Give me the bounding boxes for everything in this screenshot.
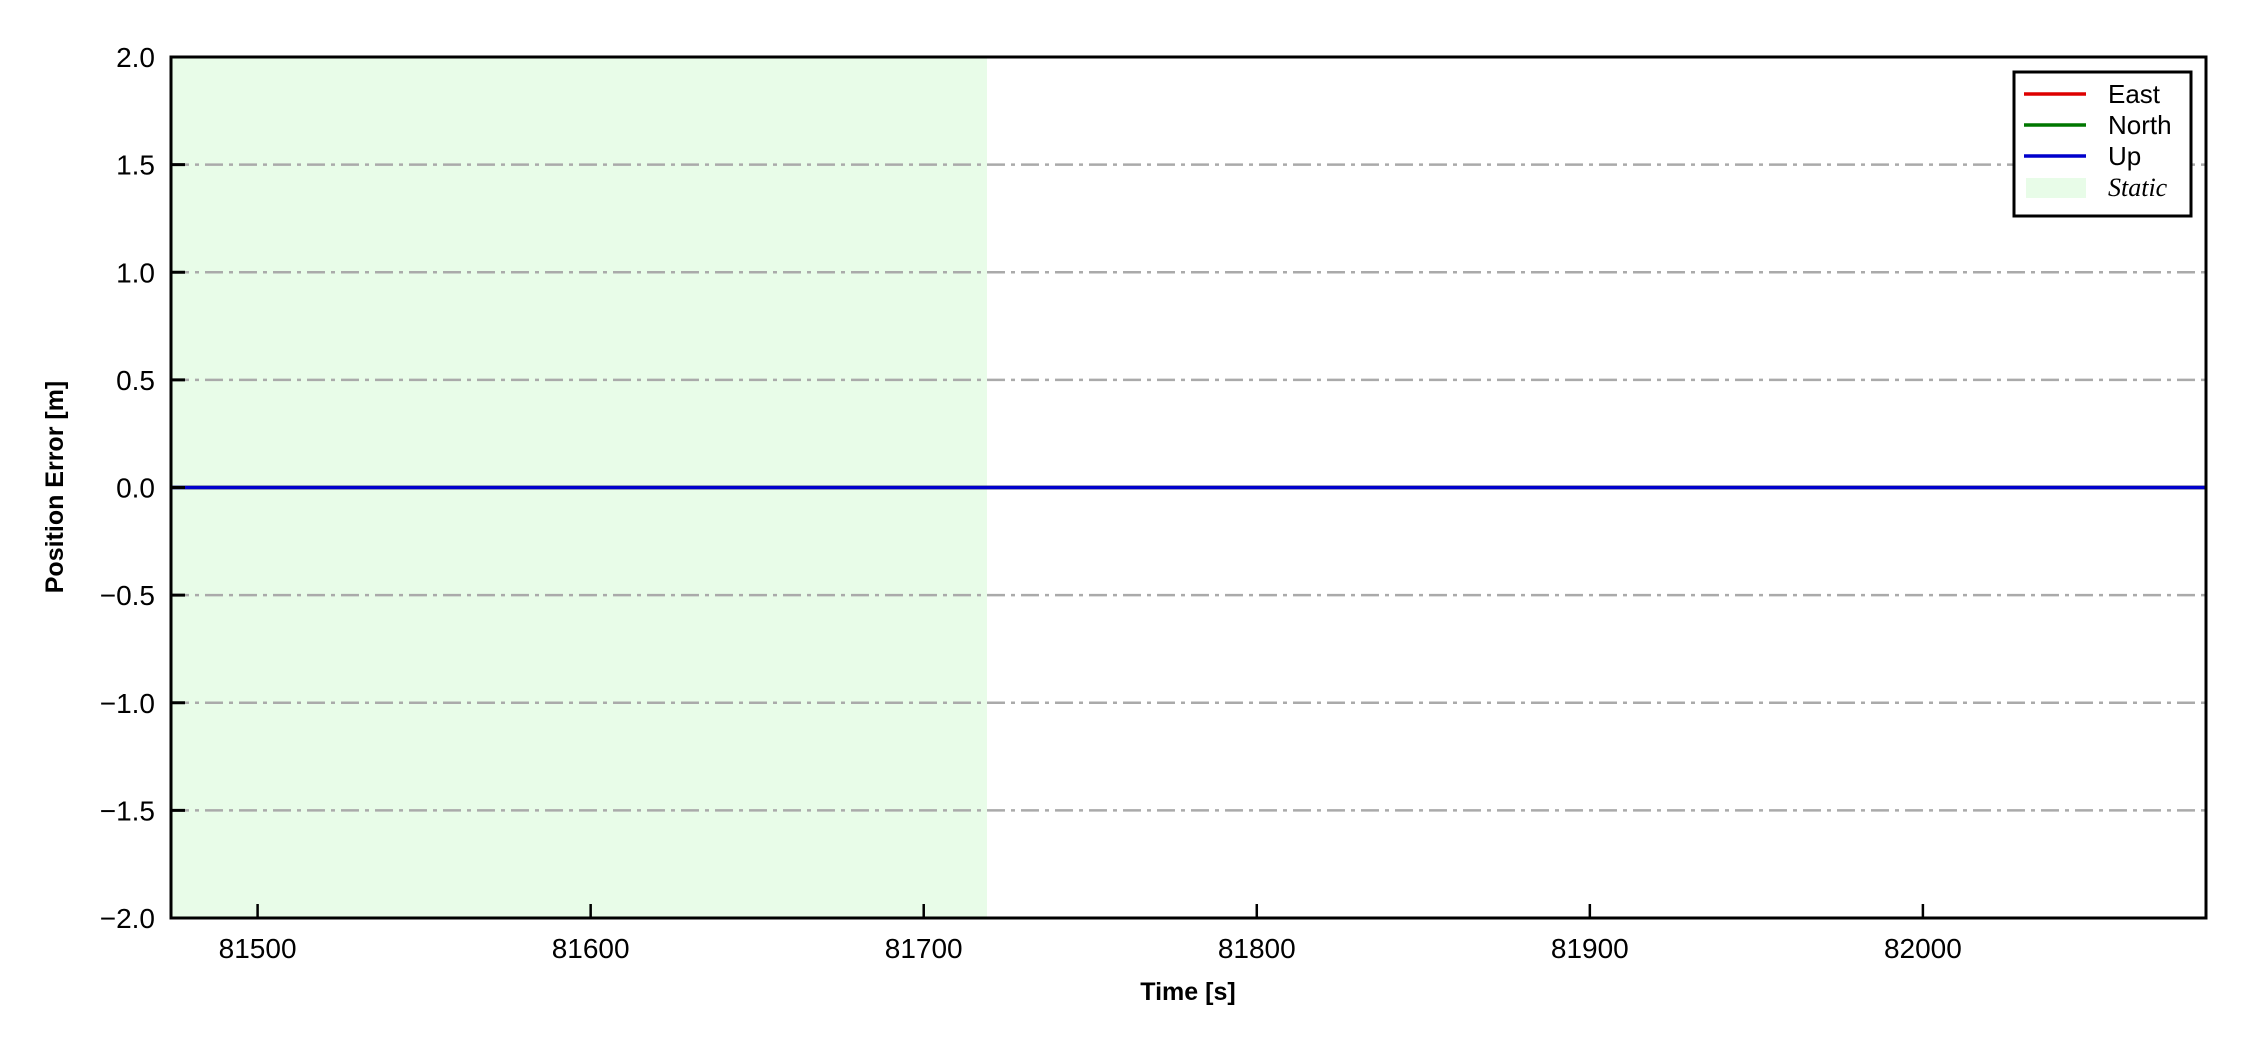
x-axis-label: Time [s] (1140, 978, 1235, 1006)
y-axis-label: Position Error [m] (41, 381, 69, 594)
x-tick-label: 81500 (219, 933, 297, 964)
legend-label-north: North (2108, 110, 2172, 140)
legend-label-east: East (2108, 79, 2161, 109)
x-tick-label: 82000 (1884, 933, 1962, 964)
y-tick-label: 1.0 (116, 257, 155, 288)
x-tick-label: 81900 (1551, 933, 1629, 964)
x-tick-label: 81700 (885, 933, 963, 964)
legend-label-up: Up (2108, 141, 2141, 171)
legend-swatch-static (2026, 178, 2086, 198)
y-tick-label: −2.0 (100, 903, 155, 934)
y-tick-label: 0.0 (116, 473, 155, 504)
y-tick-label: −1.5 (100, 795, 155, 826)
y-tick-label: 0.5 (116, 365, 155, 396)
x-tick-label: 81800 (1218, 933, 1296, 964)
y-tick-label: −1.0 (100, 688, 155, 719)
axis-ticks: 2.0 1.5 1.0 0.5 0.0 −0.5 −1.0 −1.5 −2.0 81500 8160… (100, 42, 1962, 964)
x-tick-label: 81600 (552, 933, 630, 964)
y-tick-label: 2.0 (116, 42, 155, 73)
y-tick-label: 1.5 (116, 150, 155, 181)
y-tick-label: −0.5 (100, 580, 155, 611)
legend-label-static: Static (2108, 173, 2168, 202)
